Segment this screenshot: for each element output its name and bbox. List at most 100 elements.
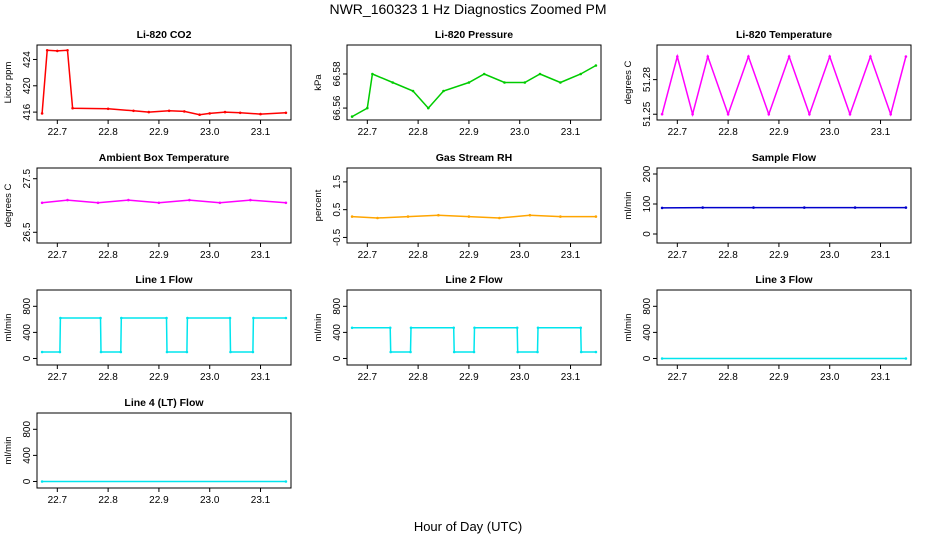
y-axis-label: kPa bbox=[313, 74, 324, 91]
x-tick-label: 22.7 bbox=[358, 127, 378, 138]
x-tick-label: 23.0 bbox=[510, 127, 530, 138]
y-tick-label: 400 bbox=[332, 324, 343, 341]
y-tick-label: 0 bbox=[22, 478, 33, 484]
x-tick-label: 22.9 bbox=[149, 372, 169, 383]
plot-frame bbox=[656, 167, 912, 244]
y-tick-label: 400 bbox=[642, 324, 653, 341]
data-point bbox=[853, 206, 857, 209]
data-point bbox=[559, 81, 562, 84]
data-point bbox=[251, 350, 255, 354]
data-point bbox=[482, 72, 486, 76]
plot-frame bbox=[656, 44, 912, 121]
y-axis-label: degrees C bbox=[623, 60, 634, 104]
x-tick-label: 22.9 bbox=[769, 372, 789, 383]
panel-2: Li-820 Temperature degrees C 22.7 22.8 22.9 2… bbox=[623, 29, 912, 138]
x-tick-label: 22.8 bbox=[98, 372, 118, 383]
plot-frame bbox=[346, 167, 602, 244]
data-point bbox=[229, 350, 232, 354]
data-point bbox=[691, 112, 694, 116]
x-tick-label: 23.0 bbox=[200, 127, 220, 138]
data-point bbox=[411, 89, 415, 93]
data-point bbox=[579, 72, 582, 76]
panel-title: Line 2 Flow bbox=[445, 274, 503, 286]
data-point bbox=[185, 350, 189, 354]
data-point bbox=[701, 206, 704, 209]
x-tick-label: 23.0 bbox=[200, 250, 220, 261]
x-tick-label: 23.0 bbox=[200, 372, 220, 383]
x-tick-label: 22.8 bbox=[718, 250, 738, 261]
x-tick-label: 22.7 bbox=[668, 372, 688, 383]
data-point bbox=[228, 316, 232, 320]
panel-title: Li-820 Temperature bbox=[736, 29, 832, 41]
data-point bbox=[119, 350, 123, 354]
y-tick-label: 424 bbox=[22, 51, 33, 68]
data-point bbox=[186, 316, 189, 320]
panels: Li-820 CO2 Licor ppm 22.7 22.8 22.9 23.0 23.1 4… bbox=[3, 29, 912, 506]
data-point bbox=[188, 198, 191, 202]
x-tick-label: 23.1 bbox=[251, 250, 271, 261]
data-point bbox=[472, 350, 476, 354]
x-tick-label: 22.7 bbox=[48, 250, 68, 261]
x-tick-label: 22.9 bbox=[149, 127, 169, 138]
x-tick-label: 22.9 bbox=[459, 372, 479, 383]
data-point bbox=[198, 113, 201, 116]
data-point bbox=[132, 109, 135, 113]
data-point bbox=[249, 198, 252, 202]
data-point bbox=[96, 201, 100, 205]
panel-title: Sample Flow bbox=[752, 152, 817, 164]
data-point bbox=[828, 55, 831, 58]
data-point bbox=[40, 112, 44, 115]
data-point bbox=[676, 55, 679, 58]
data-point bbox=[409, 326, 413, 330]
x-tick-label: 23.0 bbox=[510, 372, 530, 383]
data-point bbox=[99, 350, 103, 354]
data-point bbox=[536, 326, 540, 330]
y-tick-label: 27.5 bbox=[22, 169, 33, 189]
data-point bbox=[350, 326, 354, 330]
data-point bbox=[56, 49, 59, 53]
data-point bbox=[442, 89, 445, 93]
x-tick-label: 22.8 bbox=[98, 250, 118, 261]
series-line bbox=[352, 327, 596, 353]
x-tick-label: 23.0 bbox=[820, 127, 840, 138]
x-tick-label: 23.1 bbox=[251, 372, 271, 383]
y-axis-label: ml/min bbox=[313, 314, 324, 342]
data-point bbox=[409, 350, 412, 354]
data-point bbox=[284, 480, 288, 483]
data-point bbox=[503, 81, 506, 84]
y-tick-label: 0.5 bbox=[332, 202, 343, 216]
y-tick-label: 0 bbox=[22, 355, 33, 361]
x-tick-label: 22.9 bbox=[459, 127, 479, 138]
x-tick-label: 22.9 bbox=[149, 495, 169, 506]
plot-frame bbox=[36, 44, 292, 121]
y-axis-label: Licor ppm bbox=[3, 62, 14, 104]
x-tick-label: 23.0 bbox=[820, 250, 840, 261]
x-tick-label: 22.8 bbox=[98, 495, 118, 506]
data-point bbox=[579, 326, 582, 330]
data-point bbox=[259, 112, 262, 116]
data-point bbox=[106, 107, 110, 111]
x-tick-label: 23.1 bbox=[871, 372, 891, 383]
data-point bbox=[284, 201, 288, 205]
plot-frame bbox=[346, 44, 602, 121]
x-tick-label: 22.7 bbox=[668, 127, 688, 138]
x-tick-label: 23.1 bbox=[561, 372, 581, 383]
data-point bbox=[371, 72, 374, 76]
x-tick-label: 22.7 bbox=[48, 372, 68, 383]
panel-title: Line 1 Flow bbox=[135, 274, 193, 286]
data-point bbox=[904, 206, 908, 209]
x-tick-label: 22.8 bbox=[718, 372, 738, 383]
data-point bbox=[660, 206, 664, 210]
plot-frame bbox=[36, 167, 292, 244]
y-tick-label: 66.56 bbox=[332, 95, 343, 120]
plot-frame bbox=[656, 289, 912, 366]
data-point bbox=[66, 198, 69, 202]
plot-frame bbox=[36, 412, 292, 489]
data-point bbox=[904, 357, 908, 360]
data-point bbox=[515, 326, 519, 330]
y-axis-label: ml/min bbox=[3, 437, 14, 465]
data-point bbox=[284, 111, 288, 115]
data-point bbox=[58, 350, 62, 354]
data-point bbox=[165, 350, 169, 354]
x-tick-label: 22.9 bbox=[769, 250, 789, 261]
